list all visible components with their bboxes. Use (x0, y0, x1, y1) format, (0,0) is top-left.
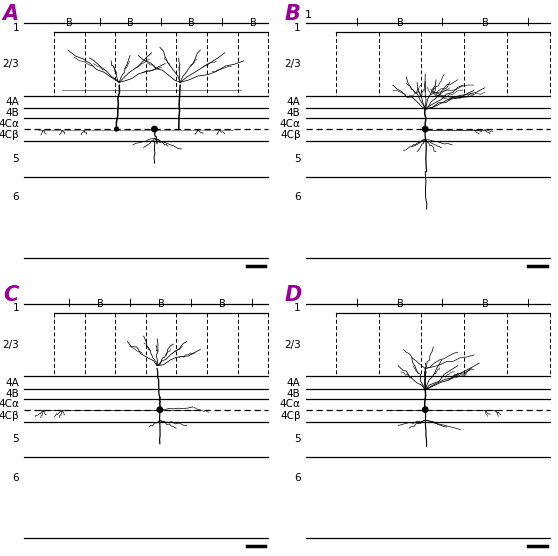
Text: 4A: 4A (287, 97, 301, 107)
Text: B: B (158, 299, 165, 309)
Text: 4A: 4A (287, 378, 301, 388)
Text: 2/3: 2/3 (284, 59, 301, 69)
Text: I: I (441, 18, 444, 28)
Text: I: I (99, 18, 102, 28)
Text: I: I (68, 299, 71, 309)
Text: I: I (356, 18, 359, 28)
Text: 4A: 4A (5, 97, 19, 107)
Text: I: I (252, 299, 254, 309)
Text: I: I (129, 299, 132, 309)
Text: B: B (97, 299, 103, 309)
Text: I: I (527, 18, 530, 28)
Circle shape (114, 127, 118, 131)
Text: B: B (127, 18, 134, 28)
Text: 4Cβ: 4Cβ (280, 411, 301, 420)
Text: 4B: 4B (287, 389, 301, 399)
Text: 5: 5 (294, 154, 301, 164)
Text: B: B (397, 299, 403, 309)
Text: I: I (221, 18, 224, 28)
Text: 6: 6 (294, 192, 301, 202)
Text: 2/3: 2/3 (284, 340, 301, 350)
Text: C: C (3, 285, 18, 305)
Text: 4Cβ: 4Cβ (0, 130, 19, 140)
Text: 4Cα: 4Cα (0, 118, 19, 128)
Text: 4Cβ: 4Cβ (0, 411, 19, 420)
Text: 4Cα: 4Cα (280, 399, 301, 409)
Text: I: I (527, 299, 530, 309)
Text: B: B (189, 18, 195, 28)
Text: 6: 6 (12, 473, 19, 483)
Text: 5: 5 (294, 434, 301, 444)
Text: 5: 5 (12, 154, 19, 164)
Text: 4B: 4B (287, 108, 301, 118)
Text: 4Cβ: 4Cβ (280, 130, 301, 140)
Text: I: I (190, 299, 193, 309)
Text: B: B (397, 18, 403, 28)
Text: 2/3: 2/3 (2, 340, 19, 350)
Text: I: I (441, 299, 444, 309)
Text: 1: 1 (294, 23, 301, 33)
Text: B: B (249, 18, 256, 28)
Circle shape (422, 407, 428, 413)
Text: I: I (160, 18, 162, 28)
Text: B: B (482, 299, 489, 309)
Text: B: B (482, 18, 489, 28)
Text: I: I (356, 299, 359, 309)
Text: 4Cα: 4Cα (280, 118, 301, 128)
Circle shape (152, 126, 157, 132)
Text: 1: 1 (12, 23, 19, 33)
Circle shape (157, 407, 162, 413)
Text: 1: 1 (305, 11, 312, 21)
Text: 5: 5 (12, 434, 19, 444)
Text: B: B (66, 18, 73, 28)
Text: D: D (285, 285, 302, 305)
Text: B: B (219, 299, 225, 309)
Text: 1: 1 (12, 304, 19, 314)
Text: 2/3: 2/3 (2, 59, 19, 69)
Text: 4Cα: 4Cα (0, 399, 19, 409)
Text: 4B: 4B (5, 108, 19, 118)
Text: A: A (3, 4, 19, 24)
Text: 6: 6 (294, 473, 301, 483)
Text: 6: 6 (12, 192, 19, 202)
Circle shape (422, 126, 428, 132)
Text: B: B (285, 4, 300, 24)
Text: 1: 1 (294, 304, 301, 314)
Text: 4B: 4B (5, 389, 19, 399)
Text: 4A: 4A (5, 378, 19, 388)
